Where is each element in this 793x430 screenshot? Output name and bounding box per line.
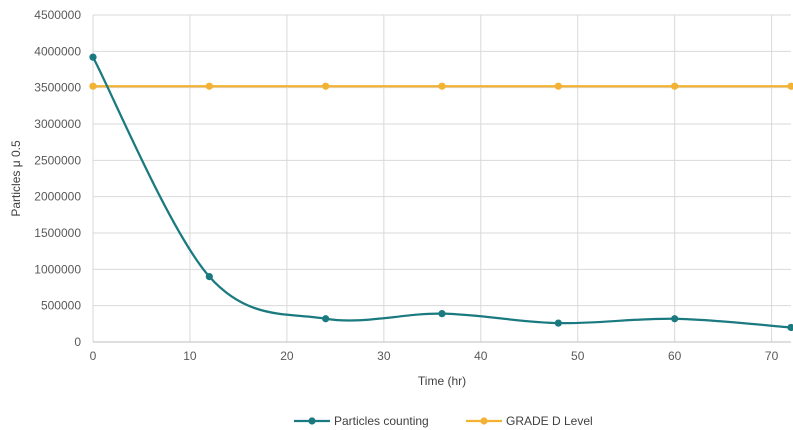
data-point [89,82,97,90]
data-point [787,323,793,332]
data-point [89,53,97,61]
data-point [322,82,330,90]
y-tick-label: 0 [74,335,81,349]
data-point [322,315,330,323]
data-point [671,82,679,90]
legend-item: Particles counting [294,414,429,428]
y-tick-label: 500000 [41,299,81,313]
data-point [671,315,679,323]
y-axis-title: Particles μ 0.5 [9,140,23,217]
x-tick-label: 70 [765,349,779,363]
data-point [205,82,213,90]
y-tick-label: 4000000 [34,44,81,58]
data-point [787,82,793,90]
data-point [554,319,562,327]
x-tick-label: 40 [474,349,488,363]
y-axis-ticks: 0 500000 1000000 1500000 2000000 2500000 30000… [34,8,81,349]
series-line [92,56,792,329]
y-tick-label: 4500000 [34,8,81,22]
x-tick-label: 60 [668,349,682,363]
data-point [438,82,446,90]
x-tick-label: 0 [90,349,97,363]
series-1 [89,82,793,90]
y-tick-label: 3500000 [34,81,81,95]
x-axis-ticks: 0 10 20 30 40 50 60 70 [90,349,779,363]
y-tick-label: 1000000 [34,262,81,276]
legend: Particles counting GRADE D Level [294,414,593,428]
y-tick-label: 3000000 [34,117,81,131]
legend-marker [308,417,316,425]
x-tick-label: 10 [183,349,197,363]
x-tick-label: 20 [280,349,294,363]
y-tick-label: 2500000 [34,153,81,167]
x-tick-label: 50 [571,349,585,363]
legend-item: GRADE D Level [466,414,593,428]
legend-marker [480,417,488,425]
data-point [554,82,562,90]
series-layer [89,53,793,332]
legend-label: GRADE D Level [506,414,593,428]
legend-label: Particles counting [334,414,429,428]
y-tick-label: 2000000 [34,190,81,204]
data-point [205,273,213,281]
grid-lines [92,14,791,342]
x-axis-title: Time (hr) [418,374,466,388]
y-tick-label: 1500000 [34,226,81,240]
series-0 [89,53,793,332]
x-tick-label: 30 [377,349,391,363]
data-point [438,310,446,318]
